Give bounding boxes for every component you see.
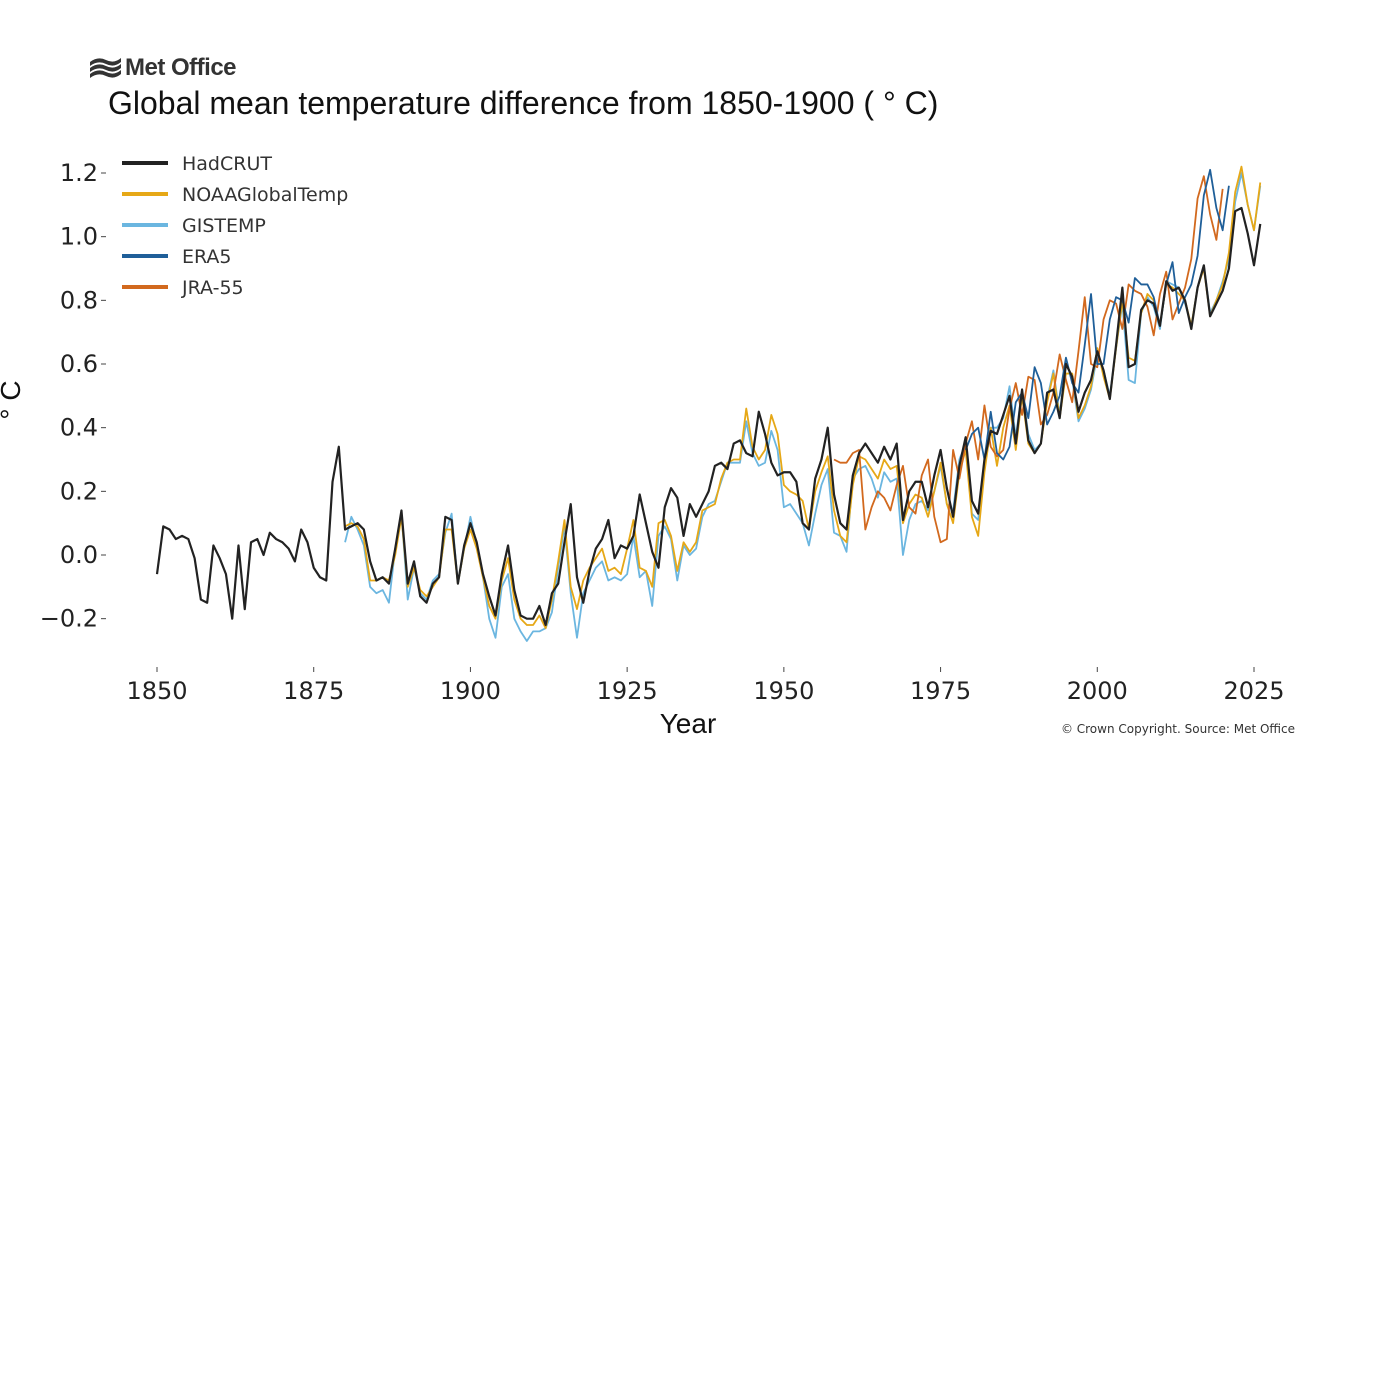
series-lines xyxy=(155,165,1262,642)
legend-label-era5: ERA5 xyxy=(182,246,232,268)
y-tick-label: 0.0 xyxy=(60,541,98,569)
met-office-logo-text: Met Office xyxy=(125,54,236,81)
series-line-noaaglobaltemp xyxy=(344,165,1262,630)
y-axis-ticks: −0.2 0.0 0.2 0.4 0.6 0.8 1.0 1.2 xyxy=(40,159,106,633)
y-tick-label: 0.6 xyxy=(60,350,98,378)
y-tick-label: 1.2 xyxy=(60,159,98,187)
legend-label-hadcrut: HadCRUT xyxy=(182,153,272,175)
y-tick-label: −0.2 xyxy=(40,605,98,633)
x-tick-label: 2025 xyxy=(1223,677,1284,705)
y-axis-label: ° C xyxy=(0,380,26,419)
legend-label-noaaglobaltemp: NOAAGlobalTemp xyxy=(182,184,348,206)
y-tick-label: 0.8 xyxy=(60,286,98,314)
x-axis-label: Year xyxy=(660,708,717,739)
met-office-logo: Met Office xyxy=(90,54,237,81)
x-tick-label: 1900 xyxy=(440,677,501,705)
x-tick-label: 1950 xyxy=(753,677,814,705)
series-line-jra-55 xyxy=(833,175,1224,544)
y-tick-label: 0.2 xyxy=(60,477,98,505)
series-line-era5 xyxy=(964,168,1230,461)
chart-title: Global mean temperature difference from … xyxy=(108,85,938,121)
legend-label-jra-55: JRA-55 xyxy=(181,277,244,299)
x-tick-label: 1975 xyxy=(910,677,971,705)
x-tick-label: 1875 xyxy=(283,677,344,705)
x-tick-label: 1850 xyxy=(126,677,187,705)
y-tick-label: 1.0 xyxy=(60,223,98,251)
legend-label-gistemp: GISTEMP xyxy=(182,215,266,237)
x-axis-ticks: 1850 1875 1900 1925 1950 1975 2000 2025 xyxy=(126,667,1285,705)
series-line-hadcrut xyxy=(155,206,1262,627)
met-office-logo-mark xyxy=(90,58,121,78)
x-tick-label: 1925 xyxy=(597,677,658,705)
legend: HadCRUT NOAAGlobalTemp GISTEMP ERA5 JRA-55 xyxy=(122,153,348,299)
y-tick-label: 0.4 xyxy=(60,414,98,442)
copyright-notice: © Crown Copyright. Source: Met Office xyxy=(1061,722,1295,736)
x-tick-label: 2000 xyxy=(1067,677,1128,705)
